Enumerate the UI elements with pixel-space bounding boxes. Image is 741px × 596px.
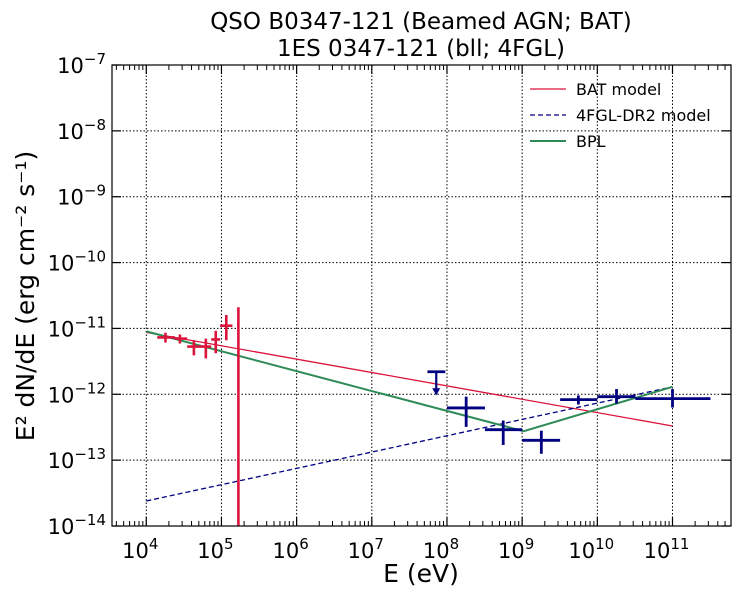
x-tick-label: 1011 xyxy=(644,535,690,563)
series-line-bpl xyxy=(146,330,673,433)
chart-title: QSO B0347-121 (Beamed AGN; BAT) 1ES 0347… xyxy=(210,9,632,62)
x-tick-label: 1010 xyxy=(568,535,614,563)
y-tick-labels: 10−14 10−13 10−12 10−11 10−10 10−9 10−8 10−7 xyxy=(48,50,106,539)
y-tick-label: 10−12 xyxy=(48,379,106,407)
plot-frame xyxy=(111,64,732,527)
legend-label: BAT model xyxy=(576,80,661,99)
x-tick-label: 109 xyxy=(498,535,534,563)
fermi-data-point xyxy=(597,389,636,404)
y-tick-label: 10−11 xyxy=(48,313,106,341)
bat-data-point xyxy=(199,338,212,359)
bat-data-point xyxy=(220,314,233,341)
fermi-data-point xyxy=(560,395,598,405)
bat-data-point xyxy=(211,330,221,354)
fermi-data-point xyxy=(484,420,523,445)
chart-title-line-1: QSO B0347-121 (Beamed AGN; BAT) xyxy=(210,9,632,35)
x-tick-label: 106 xyxy=(272,535,308,563)
y-tick-label: 10−7 xyxy=(57,50,106,78)
y-axis-label: E² dN/dE (erg cm⁻² s⁻¹) xyxy=(11,151,40,441)
y-tick-label: 10−14 xyxy=(48,511,106,539)
legend: BAT model 4FGL-DR2 model BPL xyxy=(530,80,711,151)
chart-title-line-2: 1ES 0347-121 (bll; 4FGL) xyxy=(277,36,565,62)
fermi-data-point xyxy=(635,389,711,408)
y-tick-label: 10−13 xyxy=(48,445,106,473)
x-axis-label: E (eV) xyxy=(383,559,459,588)
bat-data-point xyxy=(174,334,188,344)
fermi-data-point xyxy=(522,430,561,454)
legend-label: BPL xyxy=(576,132,606,151)
x-tick-label: 104 xyxy=(122,535,158,563)
series-line-bat-model xyxy=(146,331,673,427)
series-line-4fgl-dr2-model xyxy=(146,386,673,502)
y-tick-label: 10−10 xyxy=(48,248,106,276)
y-tick-label: 10−8 xyxy=(57,116,106,144)
x-tick-label: 107 xyxy=(348,535,384,563)
fermi-data-point xyxy=(446,396,485,427)
axis-ticks xyxy=(112,64,731,527)
fermi-upper-limit xyxy=(427,370,446,396)
bat-data-point xyxy=(157,332,175,343)
x-tick-labels: 104 105 106 107 108 109 1010 1011 xyxy=(122,535,689,563)
y-tick-label: 10−9 xyxy=(57,182,106,210)
data-points-layer xyxy=(157,307,711,526)
x-tick-label: 108 xyxy=(423,535,459,563)
grid-lines xyxy=(112,65,731,526)
series-layer xyxy=(146,330,673,502)
upper-limit-arrowhead xyxy=(432,388,441,396)
bat-data-point xyxy=(187,340,200,356)
x-tick-label: 105 xyxy=(197,535,233,563)
legend-label: 4FGL-DR2 model xyxy=(576,106,711,125)
